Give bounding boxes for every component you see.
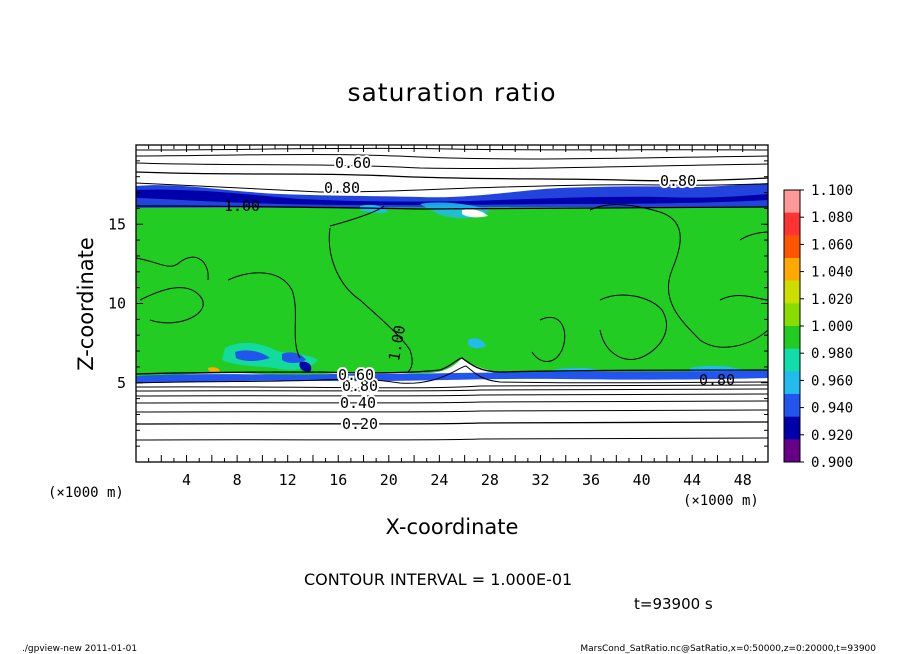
colorbar-label: 0.920 xyxy=(811,428,853,444)
footer-right: MarsCond_SatRatio.nc@SatRatio,x=0:50000,… xyxy=(580,644,876,654)
colorbar-swatch xyxy=(784,416,800,440)
x-tick-label: 4 xyxy=(182,471,191,489)
upper-band-dark xyxy=(136,189,768,206)
x-tick-label: 12 xyxy=(279,471,297,489)
y-axis: 5 10 15 xyxy=(108,160,768,447)
colorbar-swatch xyxy=(784,258,800,282)
colorbar-swatch xyxy=(784,190,800,214)
x-tick-label: 28 xyxy=(481,471,499,489)
y-axis-label: Z-coordinate xyxy=(74,237,98,371)
colorbar-swatch xyxy=(784,348,800,372)
contour-interval-text: CONTOUR INTERVAL = 1.000E-01 xyxy=(304,570,572,589)
contour-label: 1.00 xyxy=(385,324,409,363)
x-tick-label: 16 xyxy=(329,471,347,489)
x-tick-label: 32 xyxy=(531,471,549,489)
x-tick-label: 8 xyxy=(233,471,242,489)
y-tick-label: 10 xyxy=(108,295,126,313)
x-axis: 4 8 12 16 20 24 28 32 36 40 44 48 xyxy=(148,145,756,489)
speckle-patches xyxy=(136,202,768,383)
plot-area: 0.60 0.80 0.80 1.00 1.00 0.80 0.80 0.60 … xyxy=(135,144,769,463)
colorbar-swatch xyxy=(784,394,800,418)
colorbar-swatch xyxy=(784,439,800,463)
colorbar-label: 0.900 xyxy=(811,455,853,471)
contour-label: 0.20 xyxy=(342,415,378,433)
contour-label: 1.00 xyxy=(224,197,260,215)
colorbar-label: 1.060 xyxy=(811,237,853,253)
colorbar: 1.100 1.080 1.060 1.040 1.020 1.000 0.980 0.960… xyxy=(783,183,853,471)
contour-labels: 0.60 0.80 0.80 1.00 1.00 0.80 0.80 0.60 … xyxy=(224,152,735,435)
x-tick-label: 24 xyxy=(430,471,448,489)
x-axis-unit: (×1000 m) xyxy=(683,493,759,509)
contour-lines xyxy=(135,147,769,441)
saturated-region xyxy=(136,207,768,379)
contour-label: 0.80 xyxy=(660,172,696,190)
colorbar-swatch xyxy=(784,280,800,304)
chart-title: saturation ratio xyxy=(347,78,556,107)
colorbar-label: 0.980 xyxy=(811,346,853,362)
y-axis-unit: (×1000 m) xyxy=(48,485,124,501)
colorbar-label: 1.020 xyxy=(811,292,853,308)
contour-label: 0.80 xyxy=(699,371,735,389)
x-axis-label: X-coordinate xyxy=(386,515,519,539)
colorbar-swatch xyxy=(784,371,800,395)
colorbar-swatch xyxy=(784,326,800,350)
contour-label: 0.40 xyxy=(340,394,376,412)
colorbar-label: 1.040 xyxy=(811,265,853,281)
contour-label: 0.80 xyxy=(324,179,360,197)
contour-label: 0.80 xyxy=(342,377,378,395)
x-tick-label: 36 xyxy=(582,471,600,489)
x-tick-label: 40 xyxy=(633,471,651,489)
colorbar-swatch xyxy=(784,212,800,236)
footer-left: ./gpview-new 2011-01-01 xyxy=(22,644,137,654)
y-tick-label: 5 xyxy=(117,374,126,392)
colorbar-label: 1.100 xyxy=(811,183,853,199)
contour-label: 0.60 xyxy=(335,154,371,172)
x-tick-label: 44 xyxy=(683,471,701,489)
colorbar-label: 1.080 xyxy=(811,210,853,226)
x-tick-label: 48 xyxy=(734,471,752,489)
colorbar-swatch xyxy=(784,303,800,327)
time-text: t=93900 s xyxy=(634,595,713,613)
contour-label: 0.60 xyxy=(338,366,374,384)
colorbar-label: 0.960 xyxy=(811,373,853,389)
colorbar-label: 0.940 xyxy=(811,401,853,417)
y-tick-label: 15 xyxy=(108,215,126,233)
x-tick-label: 20 xyxy=(380,471,398,489)
colorbar-label: 1.000 xyxy=(811,319,853,335)
colorbar-swatch xyxy=(784,235,800,259)
